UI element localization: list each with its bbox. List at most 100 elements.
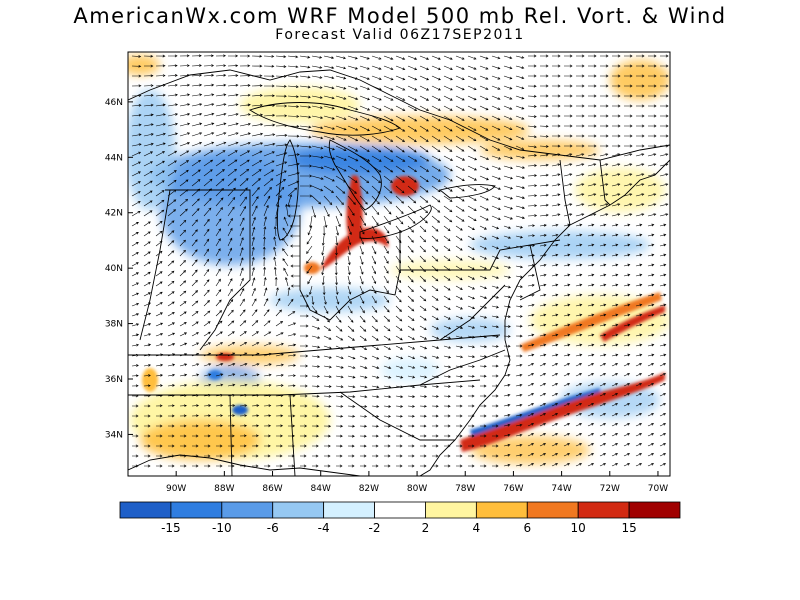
wind-arrow: [251, 113, 264, 117]
wind-arrow: [359, 275, 364, 285]
wind-arrow: [287, 298, 294, 307]
chart-title: AmericanWx.com WRF Model 500 mb Rel. Vor…: [73, 4, 727, 28]
wind-arrow: [575, 323, 583, 327]
wind-arrow: [289, 234, 300, 238]
wind-arrow: [311, 374, 320, 378]
wind-arrow: [515, 95, 525, 100]
wind-arrow: [191, 83, 203, 87]
wind-arrow: [263, 54, 275, 58]
wind-arrow: [624, 74, 633, 78]
wind-arrow: [407, 195, 417, 204]
wind-arrow: [515, 235, 524, 239]
wind-arrow: [143, 93, 154, 97]
wind-arrow: [227, 342, 236, 347]
wind-arrow: [527, 303, 535, 307]
wind-arrow: [539, 433, 547, 437]
wind-arrow: [551, 163, 561, 167]
wind-arrow: [636, 84, 645, 88]
wind-arrow: [479, 135, 489, 141]
wind-arrow: [143, 323, 152, 327]
wind-arrow: [551, 453, 559, 457]
wind-arrow: [648, 74, 657, 78]
wind-arrow: [623, 373, 631, 377]
wind-arrow: [321, 255, 325, 266]
wind-arrow: [239, 309, 246, 317]
wind-arrow: [179, 270, 187, 277]
wind-arrow: [215, 83, 227, 87]
wind-arrow: [443, 155, 454, 161]
wind-arrow: [659, 423, 667, 427]
wind-arrow: [323, 305, 329, 314]
wind-arrow: [587, 403, 595, 407]
wind-arrow: [311, 125, 324, 130]
wind-arrow: [251, 309, 258, 317]
wind-arrow: [179, 383, 188, 387]
wind-arrow: [443, 315, 451, 320]
lake-ontario: [439, 184, 496, 199]
wind-arrow: [372, 444, 379, 448]
wind-arrow: [251, 150, 263, 157]
wind-arrow: [307, 225, 313, 236]
wind-arrow: [420, 464, 427, 468]
wind-arrow: [407, 404, 416, 408]
wind-arrow: [431, 155, 442, 162]
wind-arrow: [203, 169, 213, 177]
wind-arrow: [287, 153, 300, 157]
wind-arrow: [539, 453, 547, 457]
wind-arrow: [431, 195, 441, 203]
wind-arrow: [563, 293, 571, 297]
colorbar-swatch: [272, 501, 325, 519]
colorbar-label: -2: [369, 521, 381, 535]
lake-michigan-lobe: [346, 175, 363, 246]
wind-arrow: [335, 215, 341, 228]
wind-arrow: [527, 224, 536, 228]
vort-positive-superior: [240, 87, 360, 123]
wind-arrow: [179, 122, 191, 127]
wind-arrow: [587, 303, 595, 307]
wind-arrow: [635, 273, 643, 277]
wind-arrow: [575, 383, 583, 387]
wind-arrow: [491, 125, 501, 131]
wind-arrow: [612, 134, 621, 138]
wind-arrow: [359, 185, 369, 194]
wind-arrow: [275, 287, 279, 297]
wind-arrow: [347, 275, 351, 286]
wind-arrow: [431, 145, 441, 153]
wind-arrow: [311, 325, 321, 330]
wind-arrow: [443, 205, 453, 213]
wind-arrow: [503, 135, 513, 141]
wind-arrow: [131, 262, 139, 267]
wind-arrow: [155, 103, 166, 107]
wind-arrow: [264, 464, 271, 468]
wind-arrow: [455, 305, 463, 310]
wind-arrow: [263, 236, 266, 247]
wind-arrow: [408, 444, 415, 448]
wind-arrow: [455, 145, 465, 152]
wind-arrow: [659, 173, 669, 177]
wind-arrow: [551, 413, 559, 417]
wind-arrow: [299, 125, 312, 129]
wind-arrow: [527, 433, 535, 437]
wind-arrow: [215, 289, 222, 297]
wind-arrow: [359, 75, 370, 80]
wind-arrow: [660, 64, 669, 68]
wind-arrow: [660, 104, 669, 108]
wind-arrow: [347, 235, 352, 246]
wind-arrow: [587, 253, 595, 257]
vorticity-soft-layer: [128, 55, 670, 464]
wind-arrow: [659, 293, 667, 297]
wind-arrow: [587, 163, 597, 167]
wind-arrow: [515, 314, 523, 318]
wind-arrow: [276, 454, 283, 458]
wind-arrow: [251, 444, 259, 448]
wind-arrow: [215, 342, 224, 347]
wind-arrow: [647, 383, 655, 387]
wind-arrow: [624, 144, 633, 148]
wind-arrow: [539, 163, 549, 167]
wind-arrow: [336, 464, 343, 468]
wind-arrow: [239, 298, 245, 307]
wind-arrow: [203, 141, 215, 147]
wind-arrow: [143, 241, 151, 247]
wind-arrow: [431, 55, 441, 60]
wind-arrow: [647, 253, 655, 257]
